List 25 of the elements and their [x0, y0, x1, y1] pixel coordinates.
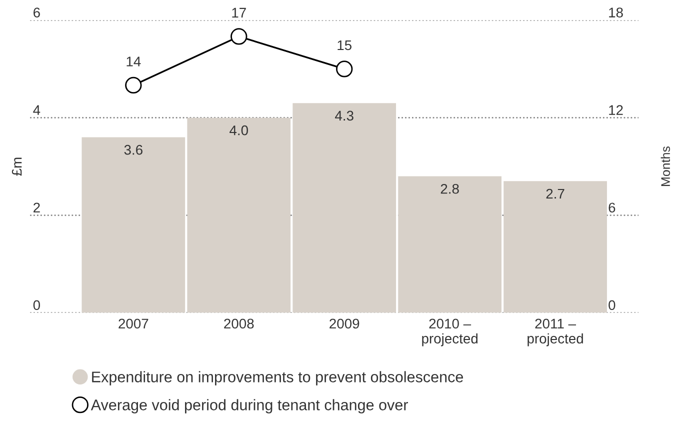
- y2-tick-label: 12: [609, 105, 623, 115]
- x-tick-label: 2010 – projected: [422, 318, 478, 346]
- legend-label: Expenditure on improvements to prevent obsolescence: [92, 371, 463, 386]
- y-tick-label: 6: [34, 8, 40, 18]
- y-axis-title: £m: [12, 158, 22, 176]
- data-label: 3.6: [124, 144, 142, 155]
- data-label: 4.3: [335, 110, 354, 121]
- y-tick-label: 4: [33, 105, 40, 115]
- data-label: 4.0: [230, 125, 248, 136]
- y2-axis-title: Months: [660, 146, 670, 186]
- data-label: 15: [338, 40, 352, 50]
- y2-tick-label: 18: [609, 8, 623, 18]
- data-label: 14: [126, 56, 141, 66]
- x-tick-label: 2008: [224, 318, 254, 329]
- x-tick-label: 2009: [330, 318, 360, 329]
- y-tick-label: 0: [33, 300, 40, 310]
- x-tick-label: 2007: [118, 318, 148, 329]
- y-tick-label: 2: [34, 202, 40, 212]
- legend-label: Average void period during tenant change over: [90, 399, 408, 414]
- y2-tick-label: 0: [608, 300, 616, 310]
- data-label: 17: [232, 8, 246, 18]
- data-label: 2.8: [440, 184, 459, 194]
- data-label: 2.7: [546, 188, 564, 199]
- y2-tick-label: 6: [608, 202, 616, 213]
- x-tick-label: 2011 – projected: [528, 318, 583, 346]
